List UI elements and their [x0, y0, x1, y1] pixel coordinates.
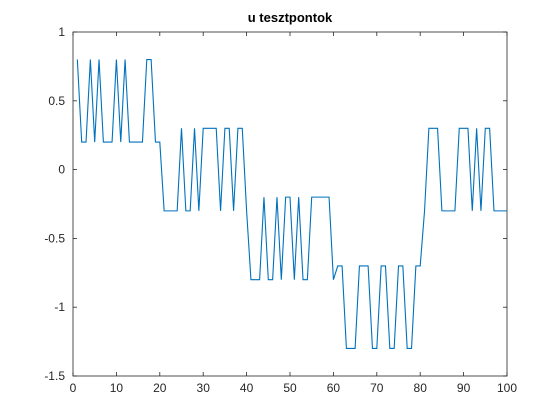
y-tick-label: 1 — [58, 25, 65, 39]
x-tick-label: 10 — [110, 381, 124, 395]
x-tick-label: 100 — [497, 381, 517, 395]
y-tick-label: -0.5 — [44, 231, 65, 245]
x-tick-label: 90 — [457, 381, 471, 395]
x-tick-label: 50 — [283, 381, 297, 395]
y-tick-label: -1.5 — [44, 369, 65, 383]
x-tick-label: 60 — [327, 381, 341, 395]
y-tick-label: 0.5 — [48, 94, 65, 108]
x-tick-label: 0 — [70, 381, 77, 395]
x-tick-label: 80 — [414, 381, 428, 395]
x-tick-label: 40 — [240, 381, 254, 395]
chart-title: u tesztpontok — [248, 10, 333, 25]
y-tick-label: 0 — [58, 163, 65, 177]
y-tick-label: -1 — [54, 300, 65, 314]
x-tick-label: 20 — [153, 381, 167, 395]
series-line — [76, 58, 507, 350]
x-tick-label: 70 — [370, 381, 384, 395]
x-tick-label: 30 — [197, 381, 211, 395]
plot-area — [76, 58, 507, 350]
